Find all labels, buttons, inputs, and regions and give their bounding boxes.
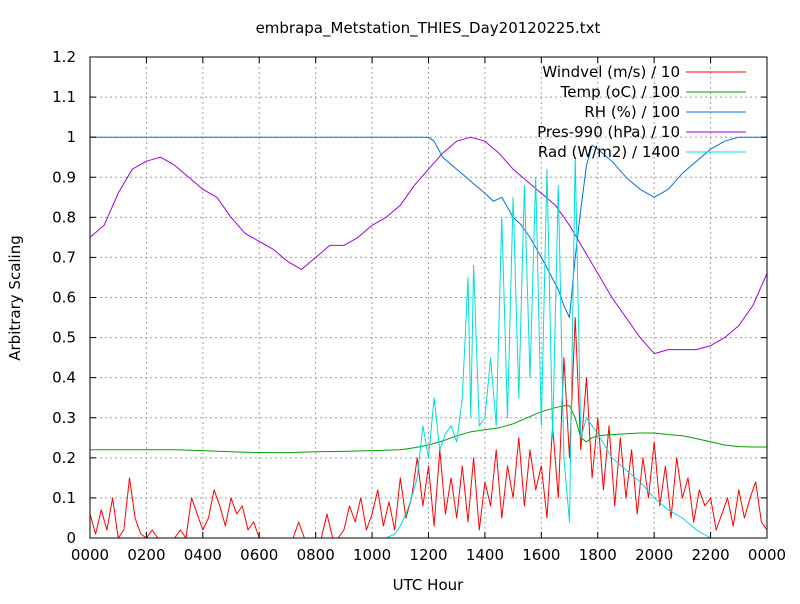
x-tick-label: 0400 bbox=[184, 546, 222, 564]
y-axis-label: Arbitrary Scaling bbox=[6, 235, 24, 361]
x-tick-label: 1800 bbox=[579, 546, 617, 564]
y-tick-label: 1 bbox=[66, 128, 76, 146]
y-tick-label: 1.1 bbox=[52, 88, 76, 106]
x-tick-label: 0000 bbox=[748, 546, 786, 564]
x-tick-label: 0200 bbox=[127, 546, 165, 564]
y-tick-label: 0.5 bbox=[52, 329, 76, 347]
x-tick-label: 0800 bbox=[297, 546, 335, 564]
y-tick-label: 0.6 bbox=[52, 289, 76, 307]
x-tick-label: 2200 bbox=[691, 546, 729, 564]
series-line-rad-w-m2-1400 bbox=[90, 156, 767, 539]
y-tick-label: 0.1 bbox=[52, 489, 76, 507]
y-tick-label: 0.7 bbox=[52, 248, 76, 266]
y-tick-label: 0.8 bbox=[52, 208, 76, 226]
series-layer bbox=[89, 136, 768, 539]
legend-label: Pres-990 (hPa) / 10 bbox=[537, 123, 680, 141]
series-line-temp-oc-100 bbox=[90, 405, 767, 454]
x-axis-label: UTC Hour bbox=[393, 576, 464, 594]
x-tick-label: 0000 bbox=[71, 546, 109, 564]
x-tick-label: 2000 bbox=[635, 546, 673, 564]
x-tick-label: 0600 bbox=[240, 546, 278, 564]
legend-label: Rad (W/m2) / 1400 bbox=[538, 143, 680, 161]
y-tick-label: 0.2 bbox=[52, 449, 76, 467]
x-tick-label: 1400 bbox=[466, 546, 504, 564]
y-tick-label: 0.4 bbox=[52, 369, 76, 387]
tick-layer: 0 0.1 0.2 0.3 0.4 0.5 0.6 0.7 0.8 0.9 1 1.1 1.2 0000 0… bbox=[52, 48, 786, 564]
series-line-windvel-m-s-10 bbox=[89, 317, 768, 539]
x-tick-label: 1000 bbox=[353, 546, 391, 564]
legend-label: Temp (oC) / 100 bbox=[560, 83, 680, 101]
y-tick-label: 1.2 bbox=[52, 48, 76, 66]
y-tick-label: 0.9 bbox=[52, 168, 76, 186]
y-tick-label: 0.3 bbox=[52, 409, 76, 427]
x-tick-label: 1200 bbox=[409, 546, 447, 564]
y-tick-label: 0 bbox=[66, 529, 76, 547]
chart-title: embrapa_Metstation_THIES_Day20120225.txt bbox=[256, 19, 601, 38]
legend: Windvel (m/s) / 10 Temp (oC) / 100 RH (%) … bbox=[537, 63, 746, 161]
x-tick-label: 1600 bbox=[522, 546, 560, 564]
legend-label: RH (%) / 100 bbox=[584, 103, 680, 121]
series-line-pres-990-hpa-10 bbox=[89, 136, 768, 355]
legend-label: Windvel (m/s) / 10 bbox=[542, 63, 680, 81]
series-line-rh-100 bbox=[90, 136, 767, 318]
